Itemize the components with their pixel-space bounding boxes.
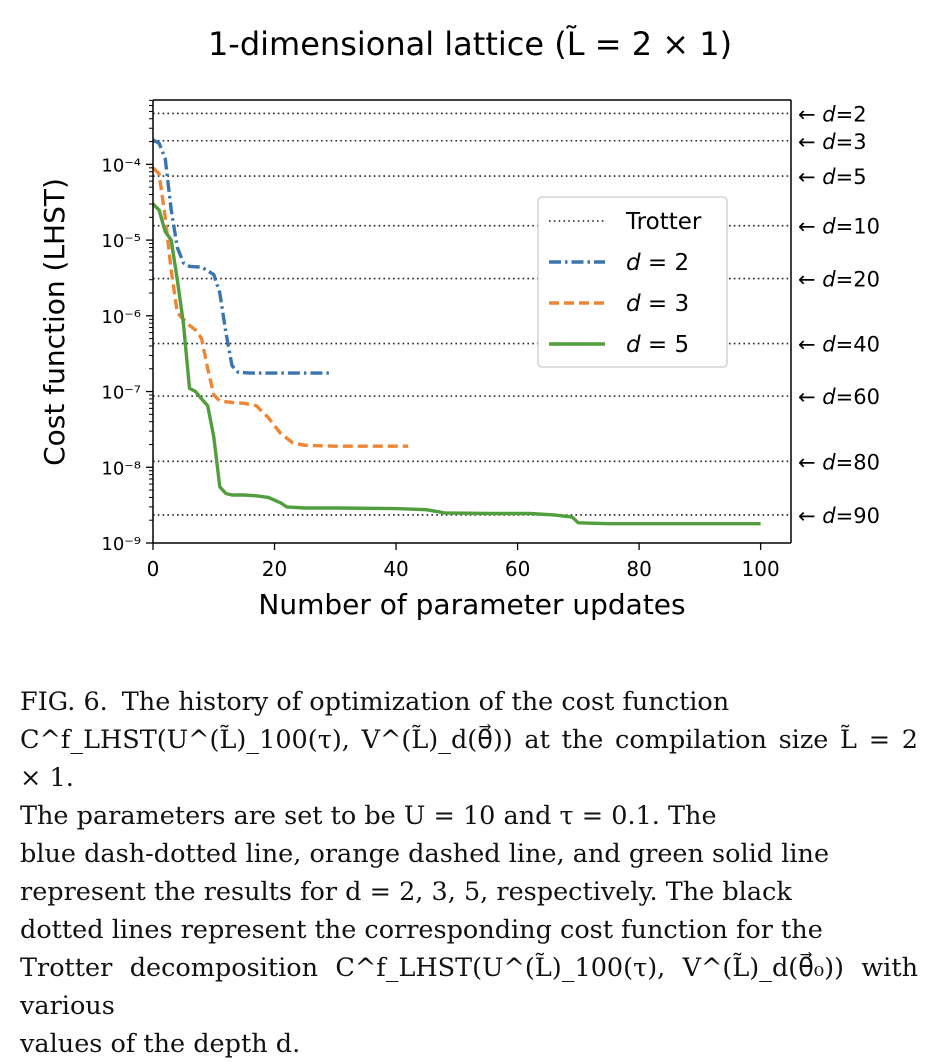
caption-line-4: blue dash-dotted line, orange dashed lin… — [20, 839, 830, 869]
trotter-label-d80: ← d=80 — [798, 450, 880, 474]
x-tick-label: 40 — [383, 557, 408, 581]
series-line-d5 — [151, 202, 761, 526]
figure-caption: FIG. 6. The history of optimization of th… — [20, 683, 918, 1063]
y-tick-label: 10⁻⁵ — [101, 231, 141, 252]
y-tick-label: 10⁻⁶ — [101, 307, 141, 328]
trotter-label-d40: ← d=40 — [798, 333, 880, 357]
chart: 1-dimensional lattice (L̃ = 2 × 1) ← d=2… — [38, 25, 880, 621]
caption-line-5: represent the results for d = 2, 3, 5, r… — [20, 877, 792, 907]
y-tick-label: 10⁻⁴ — [101, 155, 141, 176]
y-tick-label: 10⁻⁷ — [101, 383, 141, 404]
legend: Trotter d = 2 d = 3 d = 5 — [537, 196, 728, 368]
y-tick-label: 10⁻⁸ — [101, 458, 141, 479]
caption-label: FIG. 6. — [20, 687, 108, 717]
trotter-label-d10: ← d=10 — [798, 215, 880, 239]
caption-line-3: The parameters are set to be U = 10 and … — [20, 801, 717, 831]
legend-label: d = 5 — [626, 332, 689, 358]
x-tick-label: 0 — [147, 557, 160, 581]
trotter-label-d5: ← d=5 — [798, 165, 867, 189]
trotter-label-d2: ← d=2 — [798, 102, 867, 126]
caption-line-6: dotted lines represent the corresponding… — [20, 915, 823, 945]
x-tick-label: 100 — [742, 557, 780, 581]
x-tick-label: 20 — [262, 557, 287, 581]
chart-title: 1-dimensional lattice (L̃ = 2 × 1) — [208, 25, 732, 63]
caption-line: The history of optimization of the cost … — [121, 687, 730, 717]
y-tick-label: 10⁻⁹ — [101, 534, 141, 555]
caption-line-2: C^f_LHST(U^(L̃)_100(τ), V^(L̃)_d(θ⃗)) at… — [20, 725, 918, 793]
trotter-label-d3: ← d=3 — [798, 130, 867, 154]
legend-label: Trotter — [625, 209, 702, 235]
series-line-d3 — [151, 166, 409, 448]
legend-label: d = 3 — [626, 291, 689, 317]
legend-label: d = 2 — [626, 250, 689, 276]
x-axis-label: Number of parameter updates — [258, 588, 685, 621]
trotter-label-d60: ← d=60 — [798, 385, 880, 409]
caption-line-1: FIG. 6. The history of optimization of th… — [20, 683, 918, 721]
caption-line-8: values of the depth d. — [20, 1029, 301, 1059]
caption-line-7: Trotter decomposition C^f_LHST(U^(L̃)_10… — [20, 953, 918, 1021]
legend-box — [537, 196, 728, 368]
series-line-d2 — [152, 138, 330, 375]
x-tick-label: 60 — [505, 557, 530, 581]
y-axis-label: Cost function (LHST) — [38, 178, 71, 466]
trotter-label-d20: ← d=20 — [798, 268, 880, 292]
trotter-label-d90: ← d=90 — [798, 504, 880, 528]
x-tick-label: 80 — [626, 557, 651, 581]
